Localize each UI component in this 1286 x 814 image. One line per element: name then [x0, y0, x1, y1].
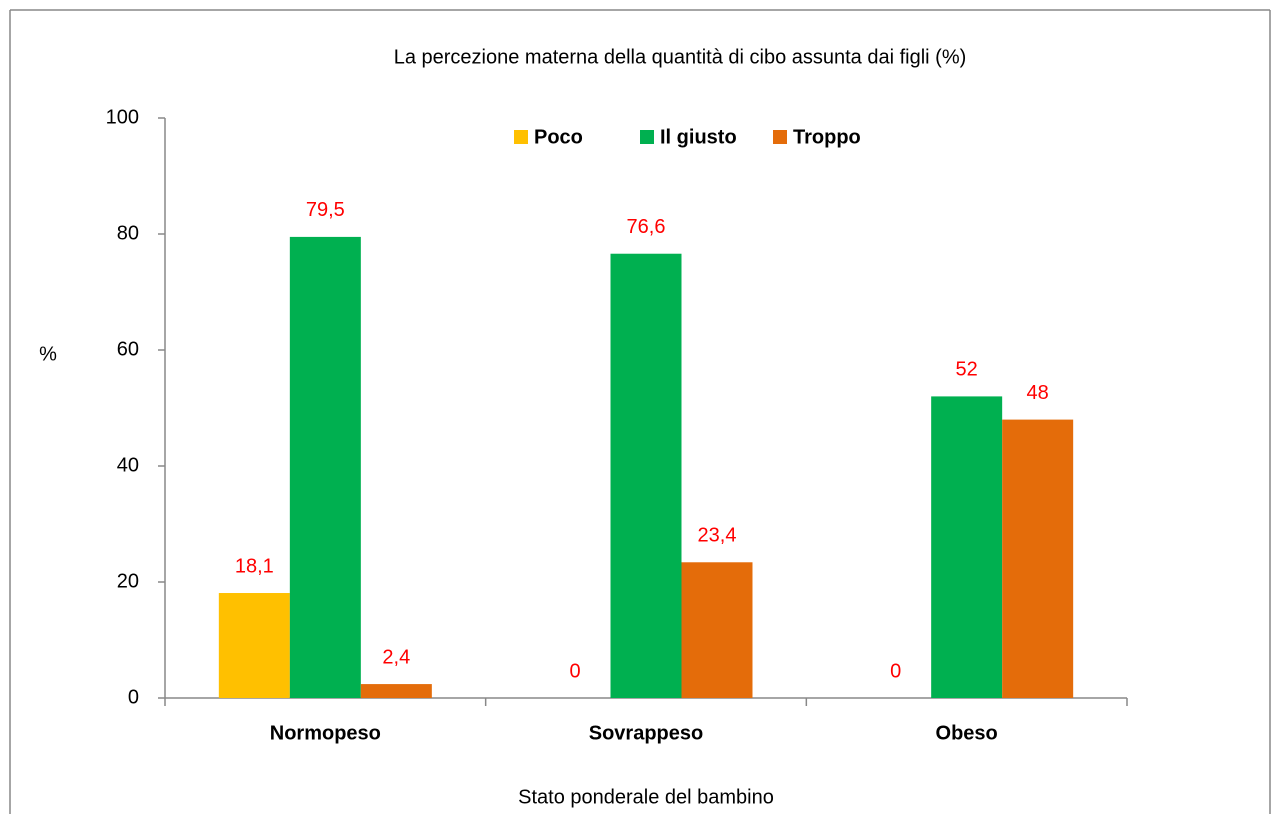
y-axis-title: %: [39, 343, 57, 365]
chart-title: La percezione materna della quantità di …: [394, 46, 967, 68]
data-label: 48: [1027, 382, 1049, 404]
y-tick-label: 20: [117, 570, 139, 592]
bar: [289, 236, 361, 698]
legend-label: Poco: [534, 126, 583, 148]
legend-label: Troppo: [793, 126, 861, 148]
data-label: 52: [956, 359, 978, 381]
x-tick-label: Normopeso: [270, 722, 381, 744]
x-tick-label: Obeso: [936, 722, 998, 744]
legend-swatch: [773, 130, 787, 144]
y-tick-label: 0: [128, 686, 139, 708]
data-label: 18,1: [235, 555, 274, 577]
legend-swatch: [640, 130, 654, 144]
bar: [1002, 419, 1074, 698]
y-tick-label: 100: [106, 106, 139, 128]
data-label: 0: [569, 660, 580, 682]
data-label: 23,4: [698, 525, 737, 547]
data-label: 0: [890, 660, 901, 682]
bar: [681, 562, 753, 698]
data-label: 76,6: [627, 216, 666, 238]
bar: [360, 684, 432, 698]
legend-swatch: [514, 130, 528, 144]
bar: [931, 396, 1003, 698]
data-label: 2,4: [382, 646, 410, 668]
y-tick-label: 80: [117, 222, 139, 244]
y-tick-label: 40: [117, 454, 139, 476]
bar: [610, 253, 682, 698]
data-label: 79,5: [306, 199, 345, 221]
y-tick-label: 60: [117, 338, 139, 360]
bar: [218, 593, 290, 698]
x-tick-label: Sovrappeso: [589, 722, 703, 744]
x-axis-title: Stato ponderale del bambino: [518, 786, 774, 808]
legend-label: Il giusto: [660, 126, 737, 148]
